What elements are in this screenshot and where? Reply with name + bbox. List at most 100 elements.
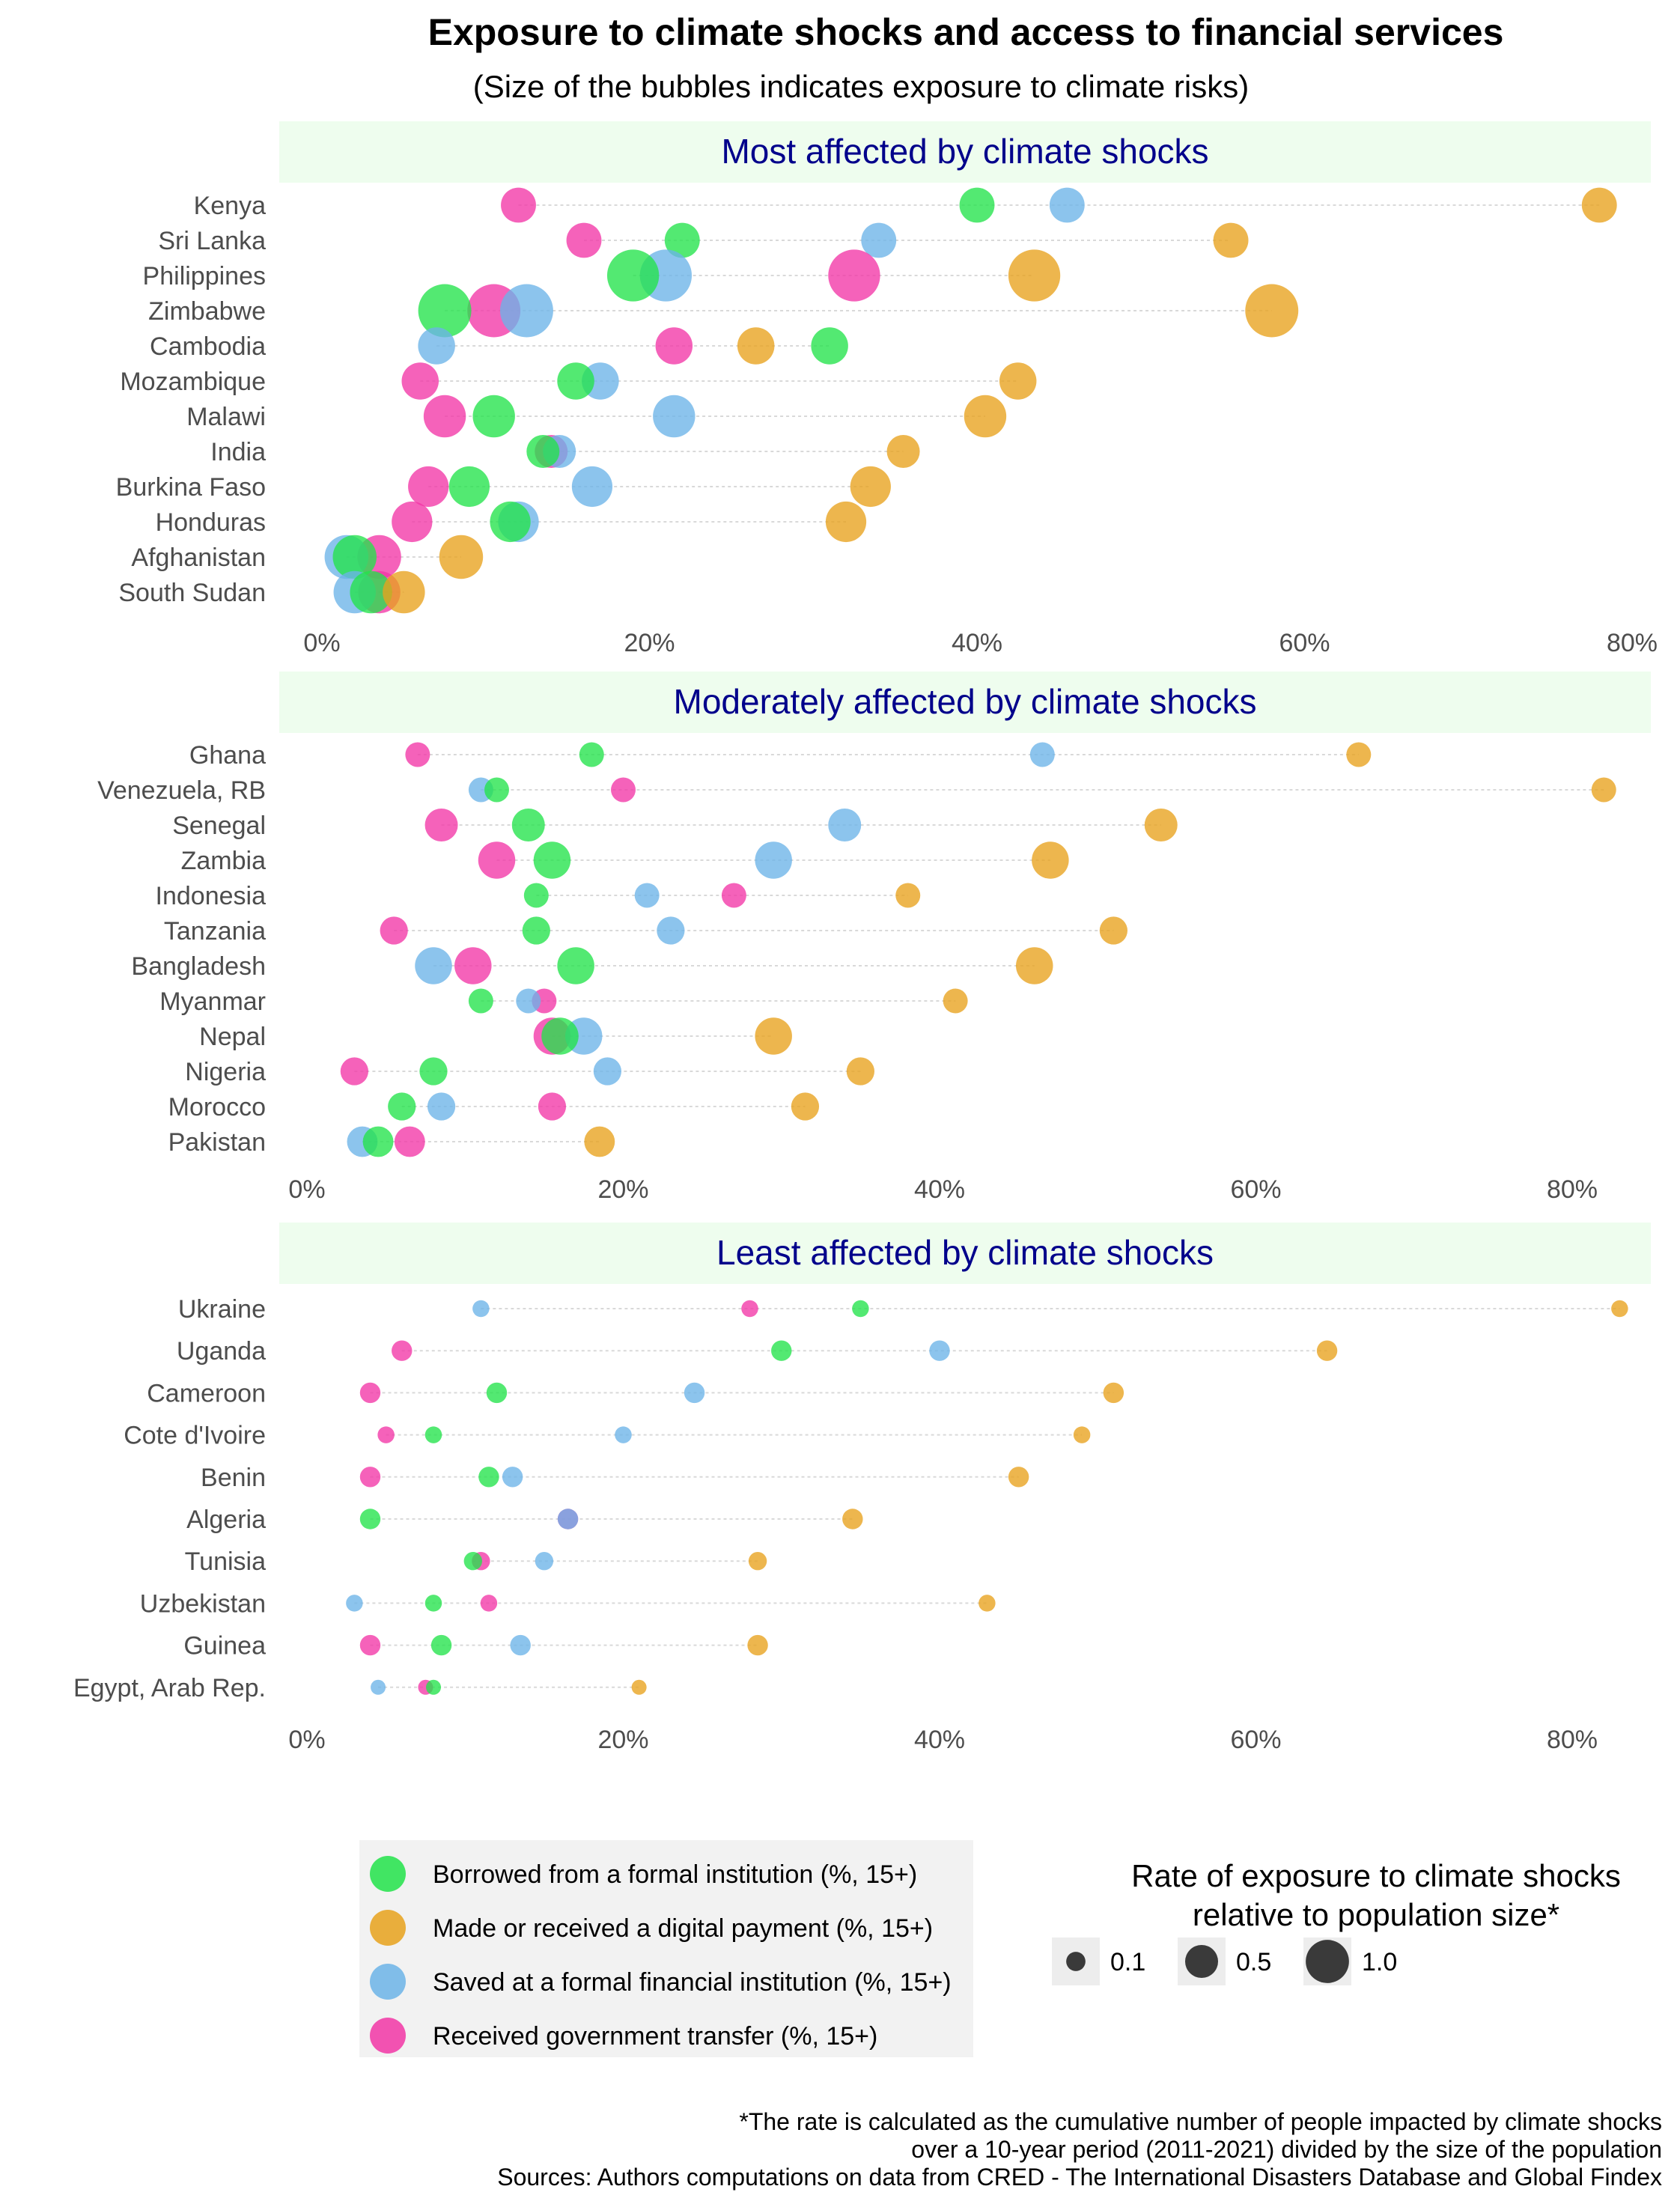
country-label: Zambia — [181, 847, 266, 875]
bubble-digital — [842, 1509, 863, 1529]
bubble-borrowed — [664, 222, 700, 258]
bubble-saved — [418, 327, 455, 365]
bubble-digital — [439, 535, 484, 579]
bubble-transfer — [480, 1595, 498, 1612]
country-label: India — [210, 438, 266, 466]
bubble-borrowed — [771, 1340, 792, 1361]
x-tick-label: 60% — [1279, 629, 1330, 657]
country-label: Venezuela, RB — [97, 776, 266, 805]
country-label: Afghanistan — [131, 544, 266, 572]
bubble-borrowed — [526, 435, 560, 468]
bubble-digital — [383, 570, 425, 614]
bubble-digital — [1213, 222, 1249, 258]
footnote-line-3: Sources: Authors computations on data fr… — [497, 2164, 1662, 2191]
x-tick-label: 20% — [597, 1175, 648, 1204]
bubble-digital — [846, 1057, 874, 1086]
bubble-borrowed — [419, 1057, 448, 1086]
country-label: South Sudan — [118, 579, 266, 607]
bubble-transfer — [828, 249, 880, 302]
x-tick-label: 80% — [1547, 1175, 1598, 1204]
country-label: Senegal — [172, 812, 266, 840]
x-tick-label: 0% — [303, 629, 340, 657]
bubble-digital — [1591, 777, 1616, 803]
bubble-borrowed — [959, 187, 995, 223]
country-label: Ukraine — [178, 1295, 266, 1324]
bubble-borrowed — [359, 1509, 381, 1529]
bubble-saved — [502, 1467, 523, 1488]
bubble-digital — [584, 1126, 615, 1157]
country-label: Nepal — [199, 1023, 266, 1051]
bubble-digital — [895, 883, 921, 908]
bubble-saved — [615, 1426, 632, 1443]
chart-title: Exposure to climate shocks and access to… — [428, 11, 1504, 53]
bubble-saved — [653, 395, 696, 438]
series-legend-box — [359, 1840, 973, 2057]
x-tick-label: 0% — [288, 1175, 325, 1204]
size-key-bubble — [1306, 1940, 1349, 1983]
legend-label-transfer: Received government transfer (%, 15+) — [433, 2022, 877, 2051]
x-tick-label: 60% — [1230, 1726, 1281, 1754]
bubble-borrowed — [522, 916, 550, 945]
bubble-digital — [791, 1092, 820, 1121]
legend-key-saved — [370, 1964, 406, 2000]
bubble-borrowed — [523, 883, 549, 908]
size-key-label: 0.1 — [1110, 1948, 1145, 1976]
country-label: Uzbekistan — [140, 1589, 266, 1618]
legend-label-saved: Saved at a formal financial institution … — [433, 1968, 952, 1997]
bubble-saved — [861, 222, 897, 258]
bubble-saved — [657, 916, 685, 945]
country-label: Kenya — [194, 192, 266, 220]
bubble-digital — [1016, 947, 1053, 984]
country-label: Mozambique — [120, 368, 266, 396]
bubble-transfer — [538, 1092, 567, 1121]
bubble-saved — [427, 1092, 456, 1121]
bubble-transfer — [721, 883, 746, 908]
country-label: Algeria — [186, 1506, 266, 1534]
bubble-saved — [510, 1634, 531, 1656]
panel-2: Moderately affected by climate shocks Gha… — [97, 672, 1651, 1204]
country-label: Benin — [201, 1464, 266, 1492]
bubble-saved — [634, 883, 660, 908]
bubble-digital — [999, 362, 1037, 400]
country-label: Malawi — [186, 403, 266, 431]
country-label: Bangladesh — [131, 952, 266, 981]
country-label: Ghana — [189, 741, 266, 770]
size-legend-title-line-1: Rate of exposure to climate shocks — [1131, 1858, 1621, 1893]
bubble-saved — [1049, 187, 1085, 223]
bubble-digital — [964, 395, 1007, 438]
bubble-saved — [557, 1509, 579, 1529]
bubble-saved — [516, 988, 541, 1014]
bubble-digital — [1346, 742, 1372, 767]
bubble-borrowed — [472, 395, 515, 438]
bubble-transfer — [405, 742, 430, 767]
legend-key-digital — [370, 1910, 406, 1946]
bubble-saved — [571, 466, 613, 508]
panel-title-band — [279, 672, 1651, 733]
bubble-saved — [535, 1552, 554, 1571]
legend: Borrowed from a formal institution (%, 1… — [359, 1840, 1621, 2057]
country-label: Uganda — [177, 1337, 266, 1366]
x-tick-label: 40% — [914, 1175, 965, 1204]
bubble-borrowed — [426, 1679, 441, 1695]
bubble-borrowed — [468, 988, 493, 1014]
bubble-transfer — [401, 362, 439, 400]
x-tick-label: 20% — [624, 629, 675, 657]
bubble-transfer — [424, 809, 458, 841]
country-label: Sri Lanka — [158, 227, 266, 255]
bubble-borrowed — [424, 1426, 442, 1443]
size-legend: 0.1 0.5 1.0 — [1052, 1937, 1397, 1985]
bubble-digital — [1245, 284, 1299, 338]
bubble-transfer — [359, 1382, 381, 1404]
x-tick-label: 80% — [1607, 629, 1658, 657]
bubble-digital — [825, 501, 867, 543]
bubble-borrowed — [486, 1382, 508, 1404]
bubble-borrowed — [852, 1300, 869, 1318]
bubble-digital — [1008, 1467, 1029, 1488]
country-label: Burkina Faso — [116, 473, 266, 502]
bubble-saved — [1029, 742, 1055, 767]
bubble-transfer — [392, 501, 433, 543]
country-label: Pakistan — [168, 1128, 266, 1157]
country-label: Egypt, Arab Rep. — [73, 1674, 266, 1702]
bubble-saved — [755, 841, 792, 879]
bubble-transfer — [611, 777, 636, 803]
